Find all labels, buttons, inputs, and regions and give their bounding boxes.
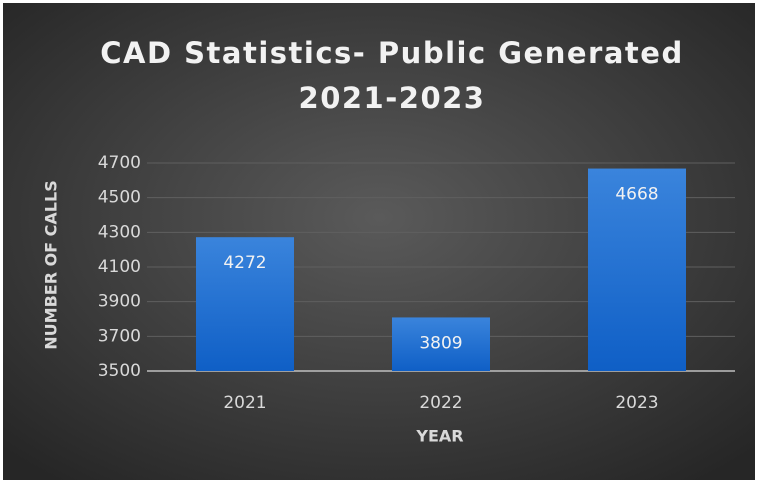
y-tick-label: 3500 (98, 361, 141, 381)
bar (196, 237, 294, 371)
x-axis-label: YEAR (415, 427, 463, 446)
y-tick-label: 4700 (98, 153, 141, 173)
bar (392, 317, 490, 371)
y-axis-label: NUMBER OF CALLS (42, 180, 61, 349)
bar (588, 168, 686, 371)
y-tick-label: 4100 (98, 257, 141, 277)
x-tick-label: 2023 (615, 393, 658, 413)
chart-title: CAD Statistics- Public Generated (100, 36, 683, 70)
y-tick-label: 3900 (98, 292, 141, 312)
chart-title: 2021-2023 (299, 81, 486, 115)
y-tick-label: 3700 (98, 326, 141, 346)
data-label: 4668 (615, 185, 658, 205)
y-tick-label: 4300 (98, 222, 141, 242)
x-tick-label: 2021 (223, 393, 266, 413)
y-tick-label: 4500 (98, 188, 141, 208)
data-label: 3809 (419, 333, 462, 353)
data-label: 4272 (223, 253, 266, 273)
x-tick-label: 2022 (419, 393, 462, 413)
